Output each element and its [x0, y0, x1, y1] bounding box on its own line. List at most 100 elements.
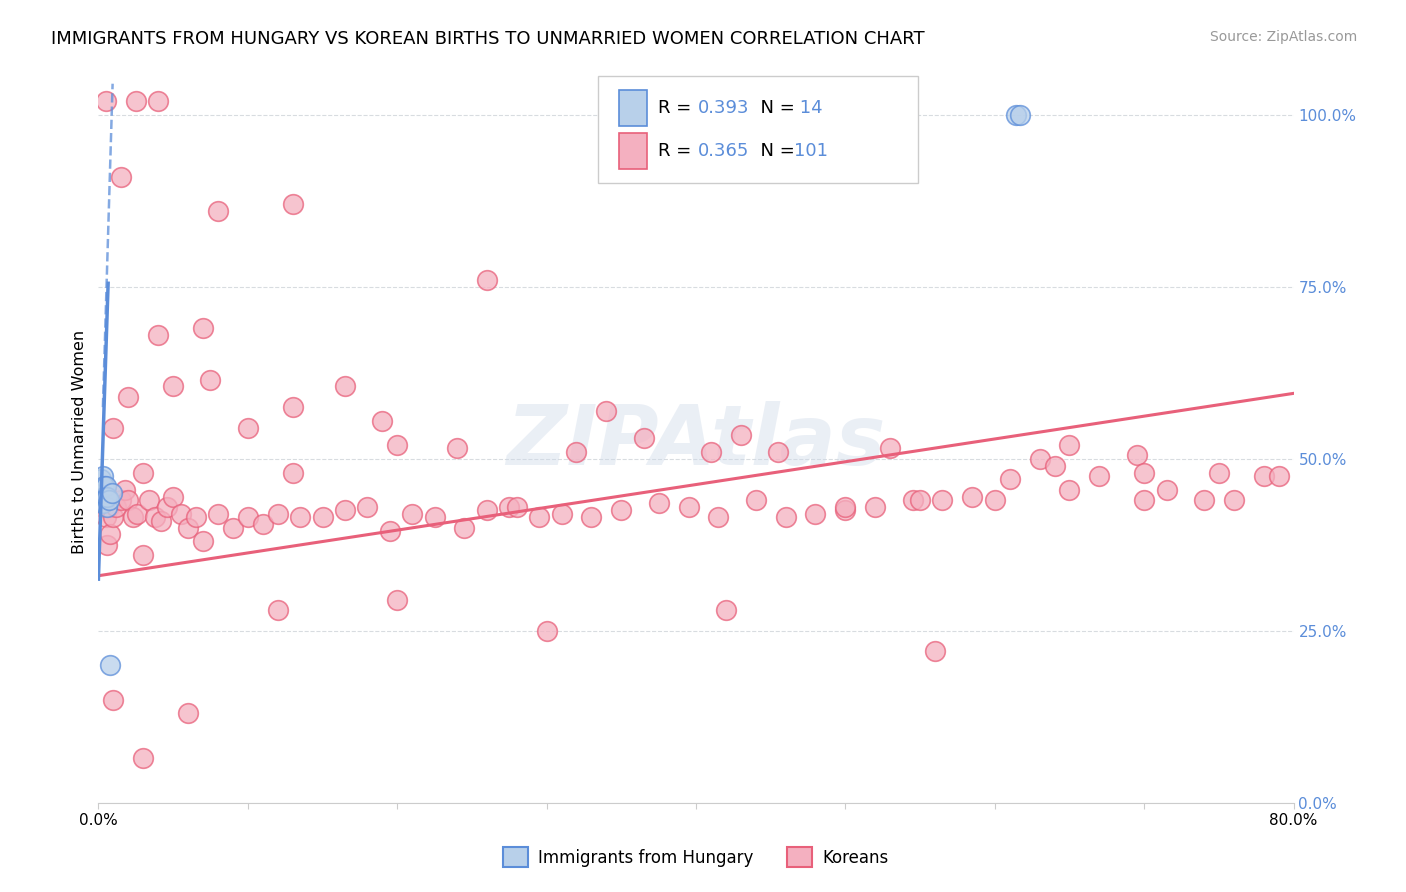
Point [707, 510, 730, 524]
Point [931, 493, 953, 508]
Point [267, 603, 290, 617]
Point [1156, 483, 1178, 497]
Point [865, 500, 887, 514]
Point [110, 169, 132, 184]
Point [1133, 466, 1156, 480]
Point [984, 493, 1007, 508]
Point [281, 466, 304, 480]
Text: N =: N = [749, 142, 801, 160]
Point [162, 490, 184, 504]
Point [191, 534, 214, 549]
Point [506, 500, 529, 514]
Point [879, 442, 901, 456]
Point [93, 490, 115, 504]
Point [114, 483, 136, 497]
Point [91, 496, 114, 510]
Point [98, 658, 122, 673]
Point [378, 524, 401, 538]
Point [1223, 493, 1246, 508]
Point [804, 507, 827, 521]
Point [281, 400, 304, 414]
Point [125, 94, 148, 108]
Point [595, 403, 617, 417]
Point [236, 510, 259, 524]
Legend: Immigrants from Hungary, Koreans: Immigrants from Hungary, Koreans [496, 840, 896, 874]
Point [550, 507, 572, 521]
Point [745, 493, 768, 508]
Point [356, 500, 378, 514]
Point [1125, 448, 1147, 462]
Point [385, 438, 409, 452]
Point [96, 490, 118, 504]
Point [105, 500, 128, 514]
Text: 0.393: 0.393 [697, 99, 749, 117]
Point [97, 500, 120, 514]
Point [610, 503, 633, 517]
Text: N =: N = [749, 99, 801, 117]
Point [453, 520, 475, 534]
Point [901, 493, 924, 508]
Point [91, 469, 114, 483]
Point [94, 479, 117, 493]
Point [1059, 483, 1081, 497]
Point [98, 527, 122, 541]
Point [103, 692, 125, 706]
Point [96, 500, 118, 514]
Point [834, 503, 856, 517]
Point [207, 507, 229, 521]
Point [150, 514, 173, 528]
Point [311, 510, 333, 524]
Point [1004, 108, 1026, 122]
Point [730, 427, 752, 442]
Point [714, 603, 737, 617]
Point [94, 94, 117, 108]
Point [423, 510, 446, 524]
Point [162, 379, 184, 393]
Point [371, 414, 394, 428]
Point [177, 706, 200, 721]
Point [169, 507, 191, 521]
Point [633, 431, 655, 445]
Point [288, 510, 311, 524]
Point [1253, 469, 1275, 483]
Text: 0.365: 0.365 [697, 142, 749, 160]
Text: 101: 101 [794, 142, 828, 160]
Point [117, 493, 139, 508]
Point [1133, 493, 1156, 508]
Point [908, 493, 931, 508]
Point [834, 500, 856, 514]
Point [94, 490, 117, 504]
Point [132, 466, 155, 480]
Text: 14: 14 [794, 99, 823, 117]
Point [222, 520, 245, 534]
Point [132, 751, 155, 765]
Point [148, 94, 170, 108]
Point [94, 510, 117, 524]
Text: ZIPAtlas: ZIPAtlas [506, 401, 886, 482]
Point [177, 520, 200, 534]
Point [103, 421, 125, 435]
Point [127, 507, 149, 521]
Point [678, 500, 700, 514]
Point [132, 548, 155, 562]
Point [1010, 108, 1032, 122]
Point [475, 503, 498, 517]
Point [252, 517, 274, 532]
Point [1267, 469, 1289, 483]
Point [110, 493, 132, 508]
Point [775, 510, 797, 524]
Point [97, 493, 120, 508]
Point [385, 592, 409, 607]
Point [91, 500, 114, 514]
Point [998, 472, 1021, 486]
Point [1088, 469, 1111, 483]
Point [1043, 458, 1066, 473]
Point [236, 421, 259, 435]
Point [565, 445, 588, 459]
Point [184, 510, 207, 524]
Point [281, 197, 304, 211]
Point [446, 442, 468, 456]
Point [475, 273, 498, 287]
Point [96, 538, 118, 552]
Point [647, 496, 669, 510]
